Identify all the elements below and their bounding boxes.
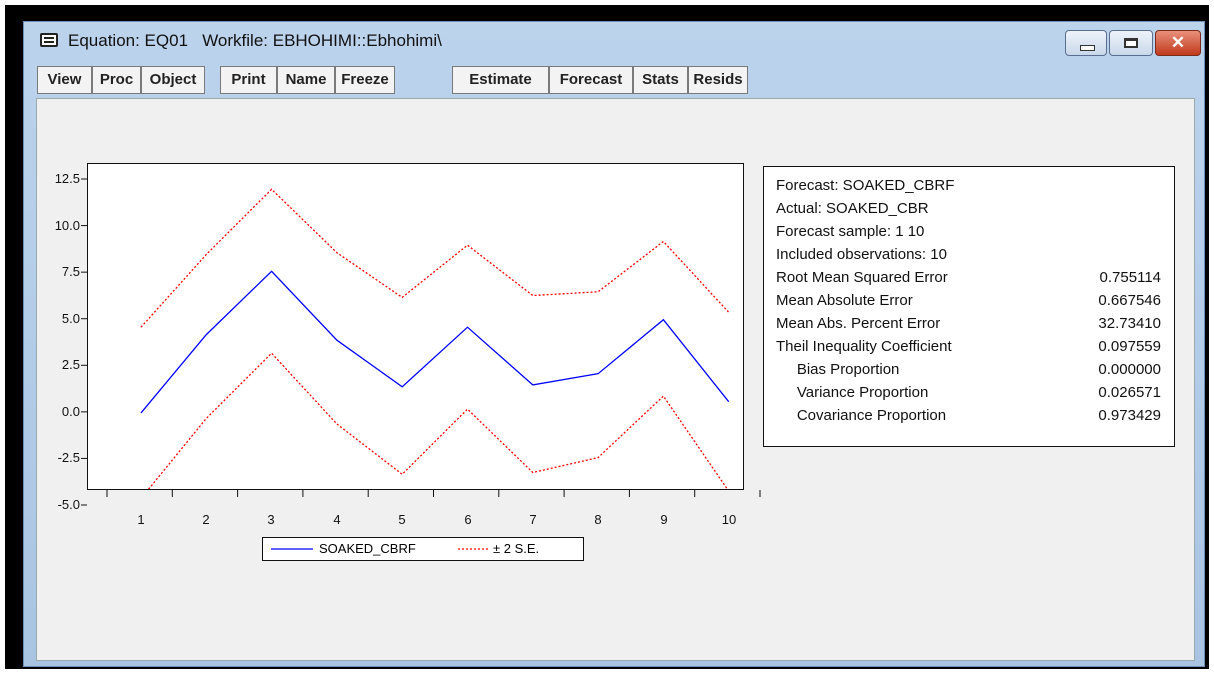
forecast-button[interactable]: Forecast xyxy=(549,66,633,94)
forecast-series-line xyxy=(140,270,730,414)
chart-legend: SOAKED_CBRF ± 2 S.E. xyxy=(262,537,584,561)
x-tick-label: 10 xyxy=(721,512,737,527)
stats-header-sample: Forecast sample: 1 10 xyxy=(776,223,925,240)
stats-row-label: Variance Proportion xyxy=(776,384,929,401)
legend-forecast-label: SOAKED_CBRF xyxy=(319,541,416,556)
close-icon: ✕ xyxy=(1170,33,1186,52)
proc-button[interactable]: Proc xyxy=(92,66,141,94)
stats-header-observations: Included observations: 10 xyxy=(776,246,947,263)
legend-se-label: ± 2 S.E. xyxy=(493,541,540,556)
y-tick-label: -2.5 xyxy=(57,450,80,465)
x-tick-label: 4 xyxy=(333,512,341,527)
title-bar[interactable]: Equation: EQ01 Workfile: EBHOHIMI::Ebhoh… xyxy=(24,22,1204,64)
name-button[interactable]: Name xyxy=(277,66,335,94)
stats-header-actual: Actual: SOAKED_CBR xyxy=(776,200,929,217)
stats-row-label: Mean Absolute Error xyxy=(776,292,913,309)
maximize-icon xyxy=(1124,38,1138,48)
x-tick-label: 7 xyxy=(529,512,537,527)
stats-row-value: 0.973429 xyxy=(1098,407,1161,424)
y-tick-label: -5.0 xyxy=(57,497,80,512)
x-tick-label: 9 xyxy=(660,512,668,527)
stats-header-forecast: Forecast: SOAKED_CBRF xyxy=(776,177,955,194)
stats-row-label: Theil Inequality Coefficient xyxy=(776,338,952,355)
lower-se-band-line xyxy=(140,352,730,499)
legend-swatches xyxy=(271,548,488,550)
forecast-stats-table: Forecast: SOAKED_CBRF Actual: SOAKED_CBR… xyxy=(763,166,1175,447)
x-tick-label: 6 xyxy=(464,512,472,527)
y-tick-label: 7.5 xyxy=(61,264,80,279)
freeze-button[interactable]: Freeze xyxy=(335,66,395,94)
y-tick-label: 10.0 xyxy=(54,218,80,233)
stats-button[interactable]: Stats xyxy=(633,66,688,94)
stats-row-label: Covariance Proportion xyxy=(776,407,947,424)
x-tick-label: 2 xyxy=(202,512,210,527)
x-tick-label: 1 xyxy=(137,512,145,527)
stats-row-value: 0.000000 xyxy=(1098,361,1161,378)
stats-row-value: 0.755114 xyxy=(1099,269,1161,286)
stats-row-label: Mean Abs. Percent Error xyxy=(776,315,941,332)
estimate-button[interactable]: Estimate xyxy=(452,66,549,94)
y-tick-label: 12.5 xyxy=(54,171,80,186)
object-button[interactable]: Object xyxy=(141,66,205,94)
forecast-chart xyxy=(87,163,744,499)
stats-row-label: Root Mean Squared Error xyxy=(776,269,948,286)
stats-row-value: 0.026571 xyxy=(1098,384,1161,401)
upper-se-band-line xyxy=(140,188,730,328)
print-button[interactable]: Print xyxy=(220,66,277,94)
stats-row-label: Bias Proportion xyxy=(776,361,900,378)
close-button[interactable]: ✕ xyxy=(1155,30,1201,56)
y-tick-label: 0.0 xyxy=(61,404,80,419)
forecast-plot xyxy=(140,188,730,499)
minimize-button[interactable] xyxy=(1065,30,1107,56)
y-tick-label: 2.5 xyxy=(61,357,80,372)
resids-button[interactable]: Resids xyxy=(688,66,748,94)
x-tick-label: 8 xyxy=(594,512,602,527)
x-tick-label: 3 xyxy=(267,512,275,527)
stats-row-value: 32.73410 xyxy=(1098,315,1161,332)
minimize-icon xyxy=(1080,45,1095,51)
stats-row-value: 0.097559 xyxy=(1098,338,1161,355)
window-title: Equation: EQ01 Workfile: EBHOHIMI::Ebhoh… xyxy=(68,31,442,50)
y-tick-label: 5.0 xyxy=(61,311,80,326)
window-menu-icon[interactable] xyxy=(40,33,58,47)
view-button[interactable]: View xyxy=(37,66,92,94)
maximize-button[interactable] xyxy=(1109,30,1153,56)
x-tick-label: 5 xyxy=(398,512,406,527)
stats-row-value: 0.667546 xyxy=(1098,292,1161,309)
